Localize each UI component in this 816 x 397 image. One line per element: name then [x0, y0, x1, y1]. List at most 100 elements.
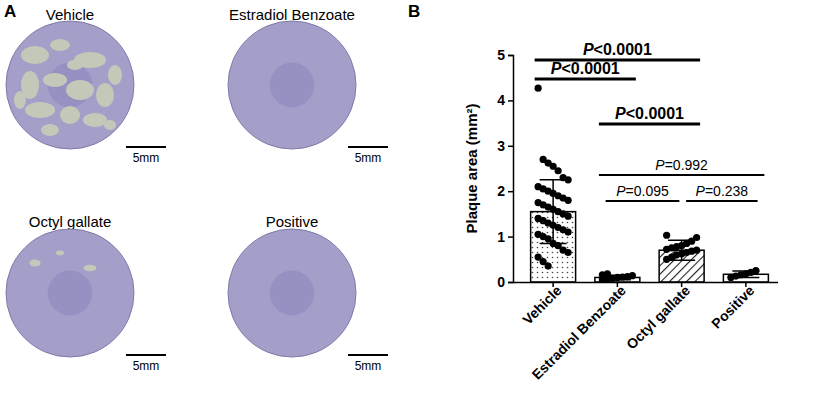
well — [228, 21, 356, 149]
scale-label: 5mm — [355, 151, 382, 165]
tick-label: Estradiol Benzoate — [529, 282, 630, 383]
plaque — [96, 83, 114, 107]
panel-label: B — [408, 2, 420, 21]
scale-bar — [348, 146, 388, 148]
plaque-image: Octyl gallate 5mm — [6, 213, 166, 373]
scale-label: 5mm — [133, 151, 160, 165]
y-tick: 2 — [497, 183, 513, 199]
data-point — [629, 272, 636, 279]
plaque — [14, 91, 26, 109]
y-tick: 3 — [497, 138, 513, 154]
plaque-image: Positive 5mm — [228, 213, 388, 373]
plaque — [67, 60, 83, 70]
data-point — [565, 213, 572, 220]
plaque — [56, 251, 64, 256]
well — [6, 21, 134, 149]
data-point — [663, 232, 670, 239]
tick-mark — [508, 146, 513, 148]
plaque — [25, 102, 55, 118]
tick-mark — [508, 100, 513, 102]
x-tick: Octyl gallate — [623, 282, 693, 352]
scale-label: 5mm — [133, 359, 160, 373]
plot-area — [531, 85, 769, 282]
x-axis: VehicleEstradiol BenzoateOctyl gallate Po… — [513, 282, 778, 383]
y-axis: 0 1 2 3 4 5 — [497, 47, 513, 290]
image-title: Positive — [266, 213, 319, 230]
data-point — [535, 85, 542, 92]
significance-label: P<0.0001 — [615, 105, 684, 122]
scale-bar — [126, 146, 166, 148]
figure: ABVehicle5mmEstradiol Benzoate5mmOctyl g… — [0, 0, 816, 397]
significance-label: P<0.0001 — [551, 60, 620, 77]
x-tick: Positive — [708, 282, 757, 332]
significance-bracket — [606, 200, 680, 202]
data-point — [604, 270, 611, 277]
axis-line — [508, 56, 514, 283]
data-point — [555, 167, 562, 174]
tick-mark — [508, 55, 513, 57]
plaque — [50, 39, 70, 51]
tick-label: Octyl gallate — [623, 282, 693, 352]
image-title: Vehicle — [46, 6, 94, 23]
well-center — [270, 271, 315, 316]
y-tick: 1 — [497, 229, 513, 245]
significance-label: P=0.238 — [696, 183, 749, 199]
y-tick: 0 — [497, 274, 513, 290]
tick-label: 0 — [497, 274, 505, 290]
image-title: Estradiol Benzoate — [229, 6, 355, 23]
data-point — [545, 263, 552, 270]
y-tick: 5 — [497, 47, 513, 63]
plaque — [60, 106, 80, 124]
data-point — [565, 228, 572, 235]
x-tick: Vehicle — [519, 282, 565, 328]
tick-label: 2 — [497, 183, 505, 199]
plaque — [66, 80, 94, 100]
tick-label: 4 — [497, 92, 505, 108]
plaque — [29, 259, 40, 266]
data-point — [565, 176, 572, 183]
well-center — [270, 63, 315, 108]
y-axis-title: Plaque area (mm²) — [463, 103, 480, 233]
y-tick: 4 — [497, 92, 513, 108]
scale-label: 5mm — [355, 359, 382, 373]
significance-bracket — [686, 200, 757, 202]
significance-bracket — [599, 174, 764, 176]
plaque — [43, 73, 67, 87]
well — [228, 229, 356, 357]
tick-label: Vehicle — [519, 282, 565, 328]
tick-label: 1 — [497, 229, 505, 245]
data-point — [565, 249, 572, 256]
well — [6, 229, 134, 357]
significance-label: P=0.992 — [655, 157, 708, 173]
significance-bracket — [599, 123, 700, 126]
plaque — [21, 46, 49, 64]
significance-label: P=0.095 — [616, 183, 669, 199]
plaque-image: Estradiol Benzoate 5mm — [228, 6, 388, 165]
scale-bar — [126, 354, 166, 356]
data-point — [693, 247, 700, 254]
significance-label: P<0.0001 — [583, 41, 652, 58]
plaque — [84, 265, 97, 271]
tick-label: Positive — [708, 282, 757, 331]
data-point — [693, 234, 700, 241]
tick-label: 5 — [497, 47, 505, 63]
scale-bar — [348, 354, 388, 356]
image-title: Octyl gallate — [29, 213, 112, 230]
bar — [531, 212, 576, 282]
data-point — [752, 267, 759, 274]
tick-label: 3 — [497, 138, 505, 154]
plaque — [83, 113, 107, 127]
x-tick: Estradiol Benzoate — [529, 282, 630, 383]
panel-label: A — [4, 2, 16, 21]
plaque-image: Vehicle 5mm — [6, 6, 166, 165]
data-point — [565, 197, 572, 204]
tick-mark — [508, 236, 513, 238]
error-bar — [540, 180, 567, 244]
bar — [659, 250, 704, 282]
well-center — [48, 271, 93, 316]
plaque — [108, 65, 122, 85]
tick-mark — [508, 191, 513, 193]
plaque — [41, 124, 59, 136]
significance-bracket — [535, 78, 636, 81]
tick-mark — [508, 282, 513, 284]
